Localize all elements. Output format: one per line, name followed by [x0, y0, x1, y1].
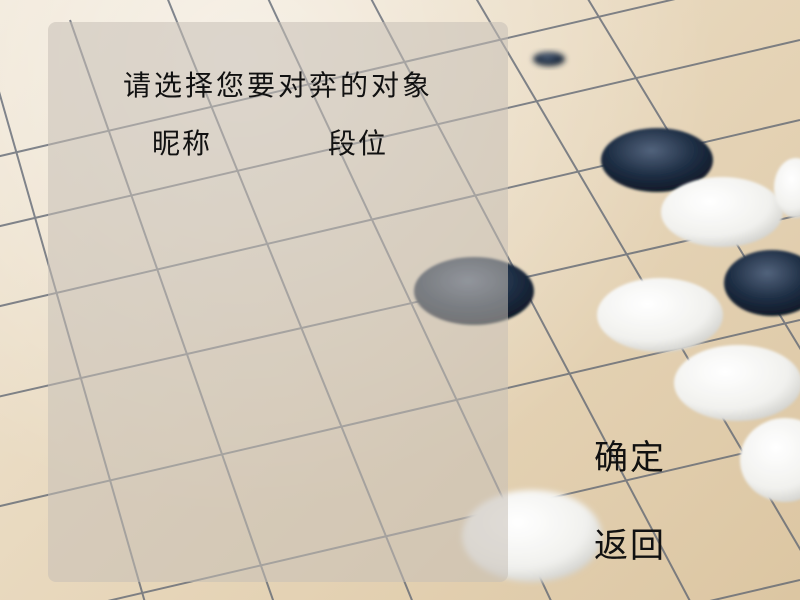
dialog-title: 请选择您要对弈的对象 — [122, 69, 433, 102]
opponent-select-panel: 请选择您要对弈的对象 昵称 段位 — [48, 22, 508, 582]
nickname-column-header: 昵称 — [152, 127, 213, 160]
back-button[interactable]: 返回 — [594, 526, 666, 566]
opponent-list[interactable] — [64, 172, 492, 562]
confirm-button[interactable]: 确定 — [594, 438, 666, 478]
rank-column-header: 段位 — [328, 127, 389, 160]
